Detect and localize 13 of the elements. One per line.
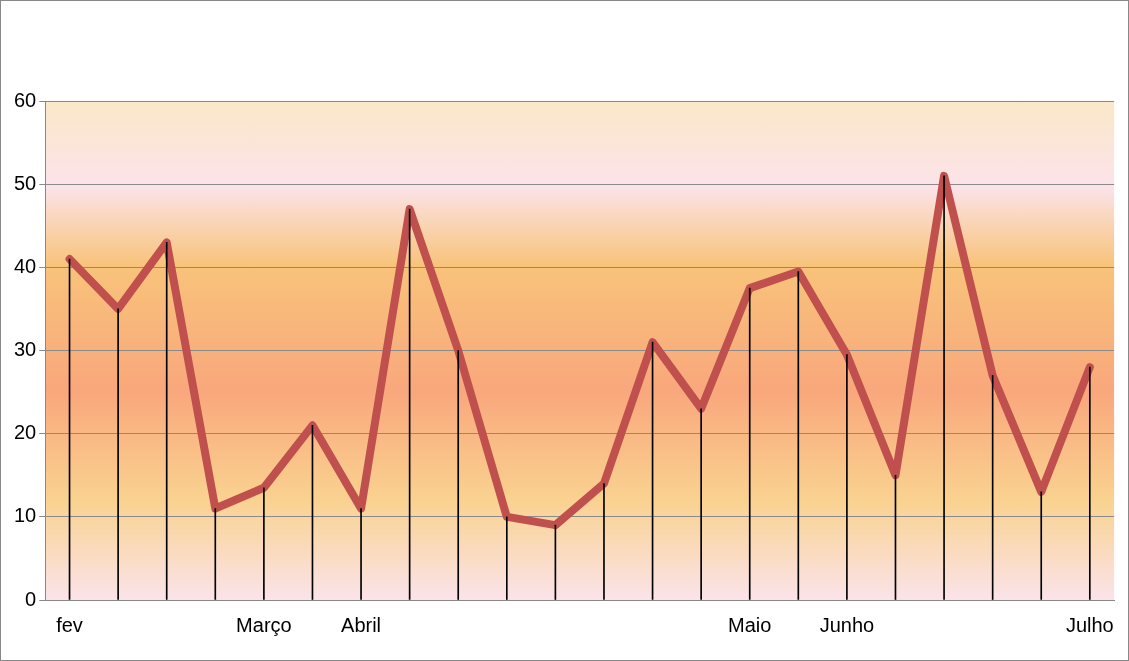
x-tick-label: Março: [236, 613, 292, 636]
y-tick-label: 60: [14, 88, 37, 111]
y-tick-label: 20: [14, 421, 37, 444]
y-tick-label: 30: [14, 338, 37, 361]
x-tick-label: fev: [56, 613, 83, 636]
x-tick-label: Maio: [728, 613, 772, 636]
x-tick-label: Junho: [819, 613, 875, 636]
y-tick-label: 0: [25, 587, 37, 610]
y-tick-label: 10: [14, 504, 37, 527]
y-tick-label: 40: [14, 254, 37, 277]
x-tick-label: Abril: [341, 613, 382, 636]
y-tick-label: 50: [14, 171, 37, 194]
x-tick-label: Julho: [1065, 613, 1114, 636]
